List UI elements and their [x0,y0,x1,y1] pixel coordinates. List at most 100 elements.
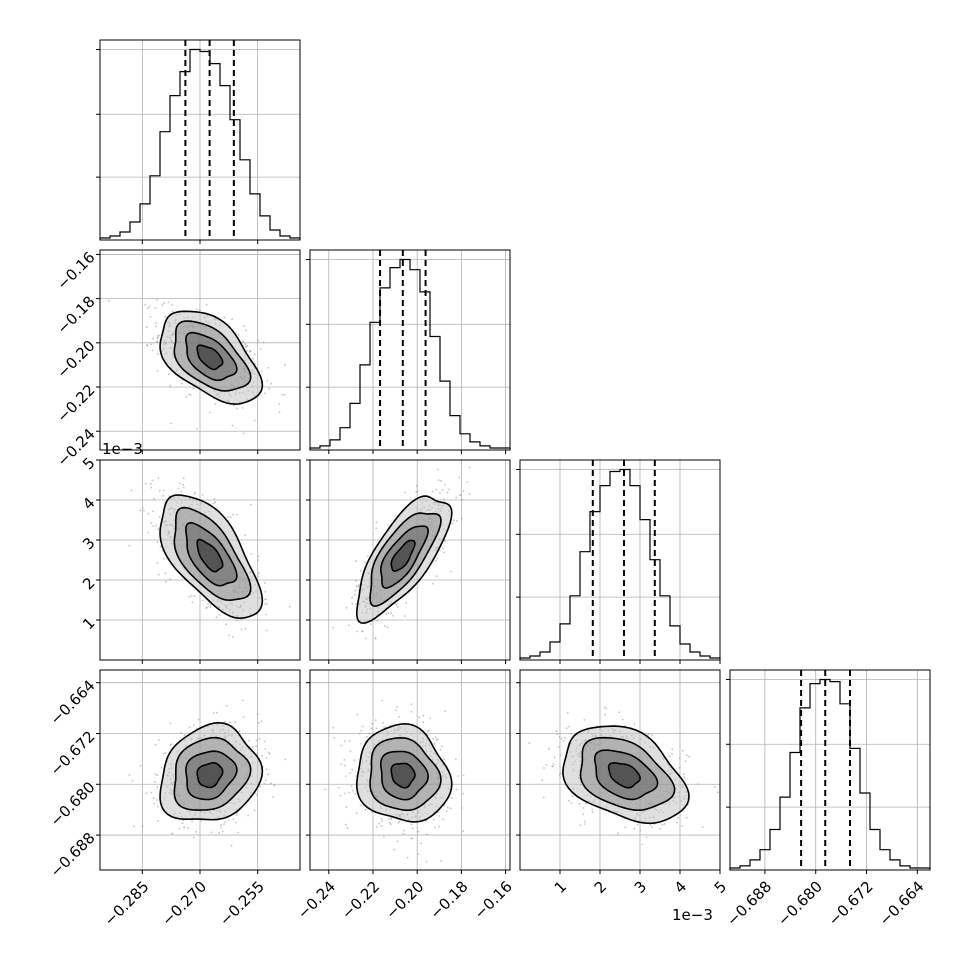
sample-point [435,559,437,562]
sample-point [621,718,624,721]
sample-point [149,482,152,485]
sample-point [375,727,378,730]
sample-point [435,575,438,578]
sample-point [714,786,716,788]
sample-point [351,789,354,792]
sample-point [377,619,379,622]
panel-3-0-contour-3 [159,721,264,821]
sample-point [348,740,351,742]
sample-point [678,766,681,769]
sample-point [343,759,346,761]
sample-point [270,782,272,785]
sample-point [156,340,159,343]
sample-point [152,337,154,340]
sample-point [566,711,569,714]
sample-point [439,749,442,751]
sample-point [170,743,173,745]
x-offset-label: 1e−3 [672,906,713,924]
sample-point [441,489,444,491]
sample-point [450,570,452,573]
sample-point [355,560,357,562]
sample-point [288,605,291,608]
sample-point [242,340,245,342]
sample-point [417,853,420,855]
sample-point [181,822,184,825]
sample-point [410,710,413,713]
sample-point [434,826,436,829]
sample-point [567,725,570,728]
sample-point [354,793,357,795]
panel-content-3-1 [324,699,465,863]
sample-point [364,561,367,564]
sample-point [348,791,350,794]
sample-point [156,298,159,301]
scatter-panel-1-0 [96,249,301,454]
sample-point [395,604,398,606]
sample-point [231,424,234,427]
sample-point [374,719,377,721]
sample-point [435,739,438,741]
sample-point [633,827,636,830]
sample-point [188,393,191,396]
sample-point [366,736,368,738]
sample-point [386,626,389,629]
sample-point [681,825,684,827]
sample-point [541,779,544,782]
sample-point [258,737,261,740]
x-tick-label: −0.255 [216,878,268,930]
sample-point [259,348,262,350]
y-tick-label: 2 [79,574,98,593]
sample-point [221,830,224,833]
sample-point [218,614,221,616]
sample-point [253,353,256,356]
histogram-panel-1 [306,249,511,454]
x-tick-label: −0.270 [158,878,210,930]
histogram-steps-3 [729,678,931,870]
x-tick-label: −0.20 [382,878,427,923]
sample-point [432,582,434,585]
sample-point [230,516,232,519]
sample-point [582,813,585,815]
y-tick-label: 4 [79,494,98,513]
sample-point [257,575,259,578]
sample-point [344,764,346,767]
sample-point [224,316,226,319]
sample-point [133,825,135,828]
sample-point [375,521,378,524]
sample-point [340,763,343,766]
sample-point [381,820,384,823]
sample-point [443,551,445,554]
panel-2-1-density-band-0 [391,540,415,572]
sample-point [214,403,217,405]
sample-point [375,826,378,828]
sample-point [224,720,226,723]
sample-point [255,739,258,742]
panel-2-1-contour-1 [379,525,429,589]
sample-point [661,823,664,826]
sample-point [697,783,700,785]
panel-2-1-contour-2 [369,512,442,607]
sample-point [415,485,418,487]
panel-1-0-contour-0 [196,344,224,371]
sample-point [564,736,566,739]
sample-point [147,531,150,534]
sample-point [247,814,250,817]
sample-point [163,489,165,492]
sample-point [245,329,248,332]
sample-point [180,382,183,385]
sample-point [396,706,399,708]
sample-point [164,752,167,754]
sample-point [107,299,110,302]
sample-point [333,736,335,739]
sample-point [272,796,274,799]
sample-point [156,541,159,543]
sample-point [639,829,642,832]
sample-point [171,304,173,306]
sample-point [374,637,377,640]
scatter-panel-3-0 [96,669,301,874]
sample-point [355,579,357,582]
sample-point [543,767,545,769]
sample-point [267,366,270,369]
sample-point [570,802,573,804]
sample-point [256,752,259,755]
